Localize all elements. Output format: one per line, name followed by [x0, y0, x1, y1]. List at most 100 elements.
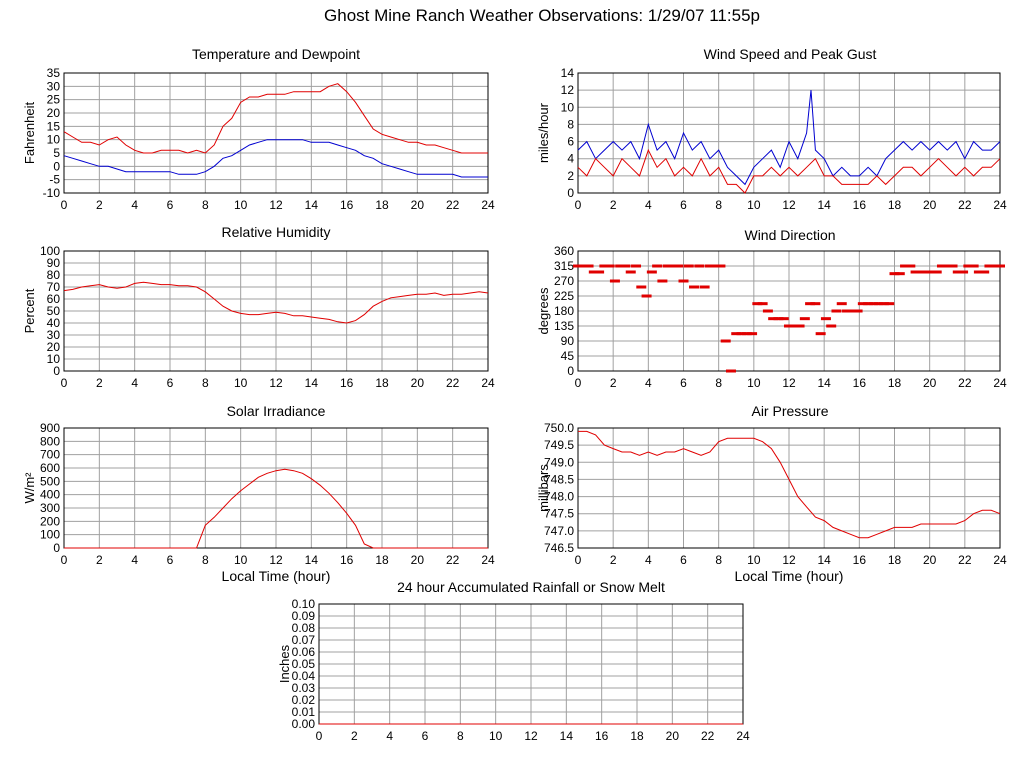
temp-xtick-label: 22	[446, 198, 460, 212]
wdir-xtick-label: 14	[817, 376, 831, 390]
press-ytick-label: 749.5	[544, 438, 574, 452]
wdir-point	[931, 270, 942, 274]
wdir-point	[963, 264, 974, 268]
wdir-point	[936, 264, 947, 268]
wdir-point	[805, 302, 816, 306]
rh-xtick-label: 18	[375, 376, 389, 390]
wdir-xtick-label: 6	[680, 376, 687, 390]
wdir-point	[778, 317, 789, 321]
wdir-point	[820, 317, 831, 321]
wdir-point	[725, 369, 736, 373]
wdir-point	[989, 264, 1000, 268]
wdir-point	[620, 264, 631, 268]
temp-ytick-label: 5	[53, 146, 60, 160]
wdir-point	[884, 302, 895, 306]
solar-xtick-label: 24	[481, 553, 495, 567]
solar-xtick-label: 2	[96, 553, 103, 567]
solar-ytick-label: 300	[40, 501, 60, 515]
rh-ytick-label: 80	[47, 268, 61, 282]
wdir-point	[952, 270, 963, 274]
wdir-point	[667, 264, 678, 268]
wind-ytick-label: 4	[567, 152, 574, 166]
temp-ylabel: Fahrenheit	[22, 102, 37, 165]
solar-ytick-label: 0	[53, 541, 60, 555]
press-ytick-label: 747.5	[544, 507, 574, 521]
rh-xtick-label: 6	[167, 376, 174, 390]
wdir-point	[768, 317, 779, 321]
wdir-point	[968, 264, 979, 268]
rain-chart: 24 hour Accumulated Rainfall or Snow Mel…	[277, 579, 750, 743]
rain-xtick-label: 8	[457, 729, 464, 743]
rain-ytick-label: 0.03	[292, 681, 316, 695]
temp-ytick-label: 35	[47, 66, 61, 80]
solar-xtick-label: 22	[446, 553, 460, 567]
wdir-point	[826, 324, 837, 328]
wdir-point	[900, 264, 911, 268]
wdir-point	[852, 309, 863, 313]
temp-xtick-label: 12	[269, 198, 283, 212]
wdir-point	[752, 302, 763, 306]
rh-ytick-label: 70	[47, 280, 61, 294]
solar-xtick-label: 20	[411, 553, 425, 567]
wind-series-line-2	[577, 148, 1001, 194]
solar-xtick-label: 4	[131, 553, 138, 567]
wdir-point	[641, 294, 652, 298]
wdir-ytick-label: 270	[554, 274, 574, 288]
wdir-xtick-label: 18	[888, 376, 902, 390]
rain-xtick-label: 24	[736, 729, 750, 743]
wdir-point	[715, 264, 726, 268]
temp-xtick-label: 10	[234, 198, 248, 212]
press-chart: Air Pressure 746.5 747.0 747.5 748.0 748.5 749…	[536, 403, 1007, 584]
wdir-point	[609, 279, 620, 283]
wdir-point	[736, 332, 747, 336]
rh-ylabel: Percent	[22, 288, 37, 333]
temp-ytick-label: 25	[47, 93, 61, 107]
wdir-point	[915, 270, 926, 274]
wind-xtick-label: 0	[575, 198, 582, 212]
wdir-point	[973, 270, 984, 274]
temp-xtick-label: 18	[375, 198, 389, 212]
rh-xtick-label: 8	[202, 376, 209, 390]
temp-xtick-label: 0	[61, 198, 68, 212]
wind-xtick-label: 16	[853, 198, 867, 212]
temp-series-line-1	[63, 83, 488, 154]
rain-title: 24 hour Accumulated Rainfall or Snow Mel…	[397, 579, 665, 595]
wdir-ytick-label: 180	[554, 304, 574, 318]
solar-ytick-label: 100	[40, 528, 60, 542]
rh-xtick-label: 10	[234, 376, 248, 390]
wdir-point	[905, 264, 916, 268]
rh-series-line-1	[63, 281, 489, 324]
temp-xtick-label: 4	[131, 198, 138, 212]
press-xtick-label: 0	[575, 553, 582, 567]
rh-ytick-label: 0	[53, 364, 60, 378]
press-series-line-1	[578, 430, 1001, 539]
press-xtick-label: 8	[715, 553, 722, 567]
wdir-point	[578, 264, 589, 268]
rain-ytick-label: 0.08	[292, 621, 316, 635]
solar-xtick-label: 16	[340, 553, 354, 567]
rain-ytick-label: 0.02	[292, 693, 316, 707]
rh-ytick-label: 90	[47, 256, 61, 270]
solar-ytick-label: 900	[40, 421, 60, 435]
wdir-point	[594, 270, 605, 274]
wdir-point	[631, 264, 642, 268]
wdir-point	[657, 279, 668, 283]
wind-xtick-label: 6	[680, 198, 687, 212]
wdir-point	[731, 332, 742, 336]
wdir-point	[868, 302, 879, 306]
rh-xtick-label: 22	[446, 376, 460, 390]
press-xtick-label: 18	[888, 553, 902, 567]
wdir-ytick-label: 225	[554, 289, 574, 303]
rain-ytick-label: 0.05	[292, 657, 316, 671]
rh-xtick-label: 14	[305, 376, 319, 390]
solar-ytick-label: 200	[40, 514, 60, 528]
wind-xtick-label: 2	[610, 198, 617, 212]
rh-title: Relative Humidity	[222, 224, 331, 240]
wdir-xtick-label: 22	[958, 376, 972, 390]
wdir-point	[842, 309, 853, 313]
wdir-point	[583, 264, 594, 268]
wdir-ytick-label: 90	[561, 334, 575, 348]
wdir-point	[678, 279, 689, 283]
wdir-ytick-label: 315	[554, 259, 574, 273]
